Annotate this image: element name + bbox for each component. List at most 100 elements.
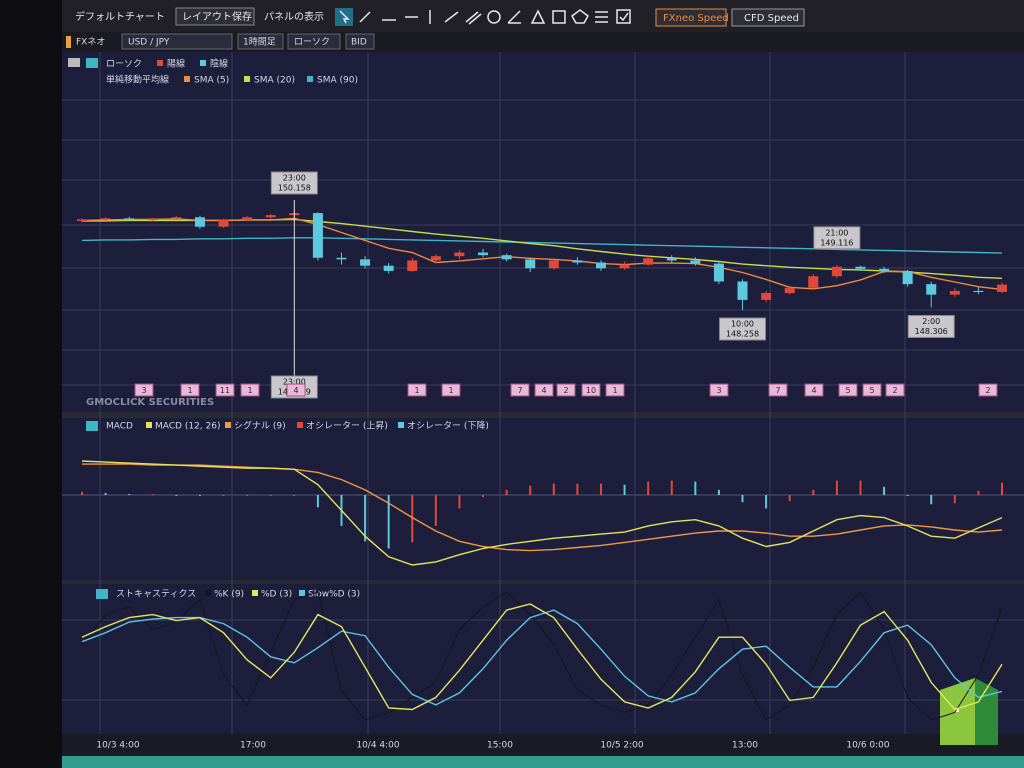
button[interactable]	[731, 8, 805, 27]
candle-body	[997, 284, 1007, 292]
legend-label: SMA (90)	[317, 76, 358, 86]
event-count: 7	[775, 386, 780, 395]
toggle[interactable]	[96, 589, 108, 599]
event-marker[interactable]	[978, 383, 998, 397]
candle-body	[171, 217, 182, 219]
candle-body	[619, 264, 630, 269]
event-count: 1	[247, 386, 252, 395]
dropdown[interactable]	[345, 33, 375, 50]
candle-body	[312, 213, 323, 258]
event-marker[interactable]	[885, 383, 905, 397]
chart-type[interactable]: ローソク	[294, 37, 330, 48]
event-marker[interactable]	[768, 383, 788, 397]
legend-swatch	[398, 422, 404, 428]
legend-swatch	[297, 422, 303, 428]
candle-body	[902, 270, 913, 285]
button[interactable]	[655, 8, 727, 27]
x-tick-label: 17:00	[240, 741, 266, 751]
candle-body	[218, 219, 229, 227]
candle-body	[855, 266, 866, 269]
candle-body	[595, 262, 606, 269]
k-line	[81, 591, 1003, 721]
event-count: 3	[716, 386, 721, 395]
candle-body	[194, 217, 205, 227]
event-marker[interactable]	[441, 383, 461, 397]
legend-label: オシレーター (上昇)	[306, 421, 388, 432]
pair[interactable]: USD / JPY	[128, 38, 170, 48]
event-marker[interactable]	[286, 383, 306, 397]
legend-title: ストキャスティクス	[116, 589, 196, 600]
price-panel	[62, 52, 1024, 412]
timeframe[interactable]: 1時間足	[243, 37, 276, 48]
legend-swatch	[252, 590, 258, 596]
sma5-line	[81, 217, 1003, 291]
candle-body	[879, 268, 890, 271]
event-marker[interactable]	[556, 383, 576, 397]
event-marker[interactable]	[180, 383, 200, 397]
event-count: 1	[612, 386, 617, 395]
toolbar-item[interactable]: パネルの表示	[264, 11, 324, 23]
event-count: 1	[448, 386, 453, 395]
event-marker[interactable]	[134, 383, 154, 397]
legend-swatch	[200, 60, 206, 66]
candle-body	[808, 276, 819, 288]
price-label-price: 150.158	[278, 184, 311, 193]
event-marker[interactable]	[240, 383, 260, 397]
x-tick-label: 10/6 0:00	[846, 741, 890, 751]
drawing-tools[interactable]	[335, 8, 631, 26]
event-count: 2	[892, 386, 897, 395]
side[interactable]: BID	[351, 38, 367, 48]
event-marker[interactable]	[215, 383, 235, 397]
dropdown[interactable]	[121, 33, 233, 50]
event-count: 10	[586, 386, 596, 395]
product: FXネオ	[76, 37, 105, 48]
toolbar-item[interactable]: レイアウト保存	[182, 10, 252, 23]
candle-body	[383, 265, 394, 271]
legend-label: オシレーター (下降)	[407, 420, 489, 432]
candle-body	[926, 284, 937, 295]
button[interactable]	[175, 7, 255, 26]
candle-body	[336, 257, 347, 260]
event-marker[interactable]	[709, 383, 729, 397]
speed-button[interactable]: FXneo Speed	[663, 13, 729, 24]
event-marker[interactable]	[534, 383, 554, 397]
event-count: 2	[563, 386, 568, 395]
legend-label: 陽線	[167, 58, 185, 70]
toolbar-item[interactable]: デフォルトチャート	[75, 10, 165, 23]
legend-label: %D (3)	[261, 590, 292, 600]
event-count: 7	[517, 386, 522, 395]
separator	[62, 412, 1024, 418]
event-count: 1	[187, 386, 192, 395]
icon[interactable]	[68, 58, 80, 67]
speed-button[interactable]: CFD Speed	[744, 13, 799, 24]
price-label-time: 2:00	[922, 317, 940, 326]
x-tick-label: 10/4 4:00	[356, 741, 400, 751]
legend-label: SMA (5)	[194, 76, 229, 86]
candle-body	[572, 260, 583, 263]
price-label-price: 149.116	[820, 238, 853, 247]
event-marker[interactable]	[804, 383, 824, 397]
toggle[interactable]	[86, 421, 98, 431]
toggle[interactable]	[86, 58, 98, 68]
dropdown[interactable]	[237, 33, 284, 50]
d-line	[81, 603, 1003, 711]
legend-label: SMA (20)	[254, 76, 295, 86]
event-marker[interactable]	[605, 383, 625, 397]
legend-swatch	[299, 590, 305, 596]
candle-body	[77, 219, 87, 221]
event-marker[interactable]	[407, 383, 427, 397]
event-count: 4	[293, 386, 298, 395]
price-label-time: 10:00	[731, 320, 754, 329]
event-marker[interactable]	[838, 383, 858, 397]
signal-line	[82, 463, 1003, 552]
legend-swatch	[244, 76, 250, 82]
event-marker[interactable]	[581, 383, 601, 397]
candle-body	[265, 215, 276, 218]
price-label-box	[907, 314, 955, 338]
slow-d-line	[81, 609, 1003, 706]
dropdown[interactable]	[287, 33, 341, 50]
watermark: GMOCLICK SECURITIES	[86, 397, 214, 408]
event-marker[interactable]	[510, 383, 530, 397]
event-marker[interactable]	[862, 383, 882, 397]
macd-panel	[62, 418, 1024, 580]
